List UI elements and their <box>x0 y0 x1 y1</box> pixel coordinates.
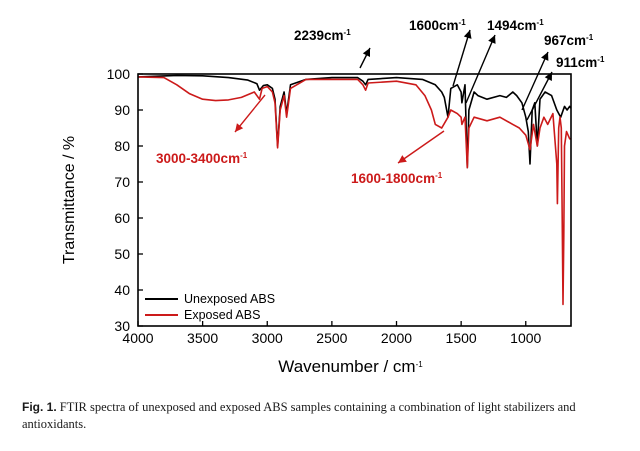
x-tick-label: 2500 <box>316 330 347 346</box>
caption-label: Fig. 1. <box>22 400 57 414</box>
annotation-arrowhead <box>235 123 244 132</box>
annotation-label: 2239cm-1 <box>294 28 351 43</box>
x-tick-label: 2000 <box>381 330 412 346</box>
y-tick-label: 70 <box>114 174 130 190</box>
y-tick-label: 50 <box>114 246 130 262</box>
annotation-arrowhead <box>463 30 472 39</box>
x-tick-label: 4000 <box>122 330 153 346</box>
series-line-unexposed-abs <box>137 74 572 169</box>
plot-frame <box>137 73 572 327</box>
annotation-label: 1494cm-1 <box>487 18 544 33</box>
figure-caption: Fig. 1. FTIR spectra of unexposed and ex… <box>22 399 622 433</box>
x-tick-label: 1000 <box>510 330 541 346</box>
y-tick-label: 40 <box>114 282 130 298</box>
y-tick-label: 100 <box>107 66 131 82</box>
y-axis-label: Transmittance / % <box>61 136 78 264</box>
annotation-label: 3000-3400cm-1 <box>156 151 248 166</box>
legend: Unexposed ABS Exposed ABS <box>145 292 275 322</box>
annotation-arrow <box>465 34 496 104</box>
annotation-arrowhead <box>362 48 370 57</box>
y-tick-label: 60 <box>114 210 130 226</box>
plot-area <box>137 74 572 306</box>
annotation-label: 1600-1800cm-1 <box>351 171 443 186</box>
y-tick-label: 30 <box>114 318 130 334</box>
annotation-arrow <box>452 29 471 87</box>
axes: 4000 3500 3000 2500 2000 1500 1000 30 40 50 60 70 80… <box>61 66 572 376</box>
annotation-arrowhead <box>488 35 496 44</box>
annotation-arrowhead <box>398 155 407 163</box>
legend-entry: Unexposed ABS <box>184 292 275 306</box>
x-tick-label: 1500 <box>446 330 477 346</box>
annotation-arrow <box>526 71 553 121</box>
y-tick-label: 90 <box>114 102 130 118</box>
x-axis-label: Wavenumber / cm-1 <box>278 357 423 376</box>
annotation-arrow <box>397 130 445 164</box>
annotation-label: 967cm-1 <box>544 33 594 48</box>
x-tick-label: 3500 <box>187 330 218 346</box>
x-tick-label: 3000 <box>252 330 283 346</box>
series-line-exposed-abs <box>137 76 571 306</box>
caption-text: FTIR spectra of unexposed and exposed AB… <box>22 400 576 431</box>
annotation-label: 911cm-1 <box>556 55 605 70</box>
annotation-label: 1600cm-1 <box>409 18 466 33</box>
y-tick-label: 80 <box>114 138 130 154</box>
legend-entry: Exposed ABS <box>184 308 260 322</box>
annotation-arrow <box>521 51 549 111</box>
annotation-arrowhead <box>541 52 549 61</box>
